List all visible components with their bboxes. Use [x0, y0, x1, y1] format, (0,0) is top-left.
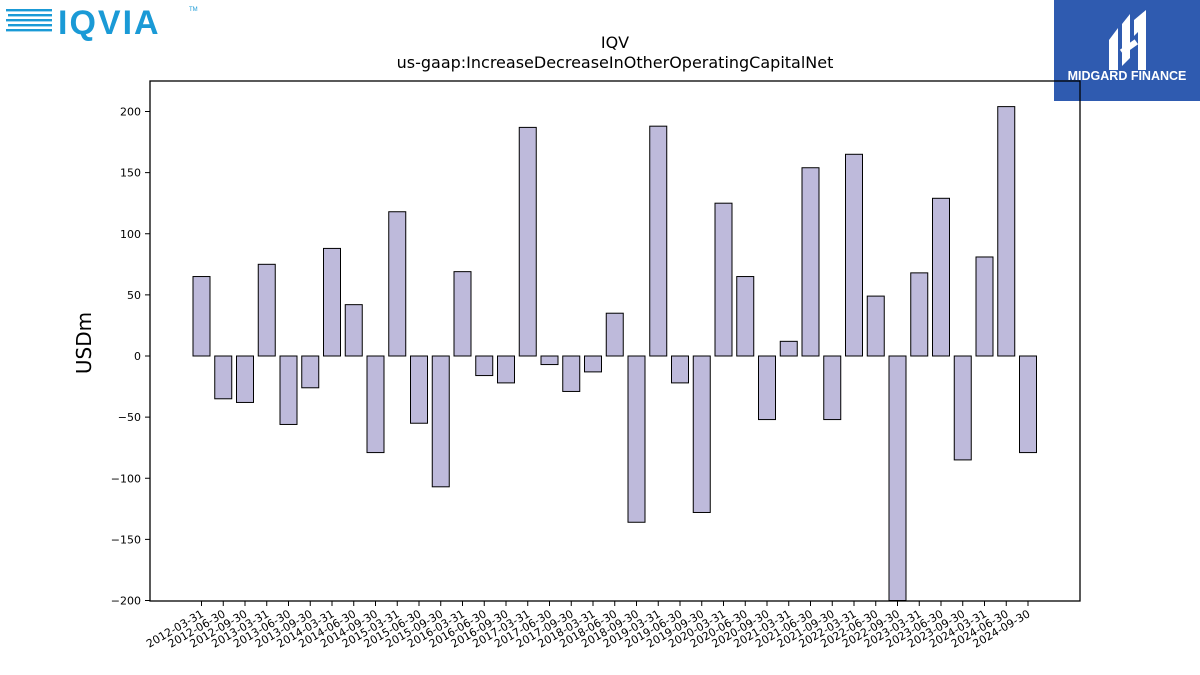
plot-frame — [149, 80, 1081, 602]
bar-2023-09-30 — [953, 355, 972, 461]
bar-2017-03-31 — [518, 126, 537, 357]
bar-2023-03-31 — [910, 272, 929, 357]
bar-2024-09-30 — [1019, 355, 1037, 454]
bar-2022-06-30 — [866, 295, 885, 357]
y-axis-label: USDm — [72, 312, 96, 374]
bar-2019-09-30 — [692, 355, 711, 513]
bar-2016-06-30 — [475, 355, 494, 377]
bar-2015-03-31 — [388, 211, 407, 357]
bar-2020-06-30 — [736, 276, 755, 357]
bar-2021-09-30 — [823, 355, 842, 421]
bar-2016-03-31 — [453, 271, 472, 357]
bar-2020-09-30 — [758, 355, 776, 421]
bar-2021-03-31 — [779, 340, 798, 357]
y-tick-label: 150 — [120, 167, 141, 180]
midgard-logo-text: MIDGARD FINANCE — [1068, 69, 1187, 83]
y-tick-label: −200 — [111, 595, 141, 608]
bar-2013-09-30 — [301, 355, 320, 389]
bar-2014-09-30 — [366, 355, 385, 454]
bar-2012-06-30 — [214, 355, 233, 400]
y-tick-label: 100 — [120, 228, 141, 241]
bar-2019-06-30 — [671, 355, 689, 384]
chart-subtitle: us-gaap:IncreaseDecreaseInOtherOperating… — [397, 53, 834, 72]
iqvia-logo-tm: TM — [189, 7, 198, 13]
bar-2017-06-30 — [540, 355, 559, 366]
bar-2022-09-30 — [888, 355, 907, 601]
y-tick-label: −100 — [111, 472, 141, 485]
bar-2022-03-31 — [845, 153, 863, 357]
bar-2015-06-30 — [410, 355, 428, 424]
bar-2018-06-30 — [605, 312, 624, 357]
bar-2023-06-30 — [932, 197, 950, 357]
y-tick-label: 200 — [120, 106, 141, 119]
bar-2018-03-31 — [584, 355, 602, 373]
bar-2013-06-30 — [279, 355, 298, 425]
bar-2021-06-30 — [801, 167, 820, 357]
iqvia-logo: IQVIA TM — [4, 2, 204, 42]
bar-2017-09-30 — [562, 355, 581, 392]
chart-title: IQV — [601, 33, 629, 52]
bar-2015-09-30 — [431, 355, 450, 488]
bar-2012-03-31 — [192, 276, 211, 357]
x-axis-ticks: 2012-03-312012-06-302012-09-302013-03-31… — [144, 601, 1033, 651]
bar-2016-09-30 — [497, 355, 515, 384]
bar-2014-03-31 — [323, 247, 341, 357]
iqvia-logo-text: IQVIA — [58, 4, 161, 42]
bar-2018-09-30 — [627, 355, 646, 523]
y-axis-ticks: −200 −150 −100 −50 0 50 100 150 200 — [111, 106, 150, 608]
midgard-finance-logo: MIDGARD FINANCE — [1054, 0, 1200, 101]
y-tick-label: −150 — [111, 533, 141, 546]
bar-2014-06-30 — [344, 304, 363, 357]
bars-group — [192, 106, 1037, 601]
bar-2019-03-31 — [649, 125, 668, 357]
y-tick-label: −50 — [118, 411, 141, 424]
bar-2020-03-31 — [714, 202, 733, 357]
midgard-mark-icon — [1109, 10, 1146, 70]
bar-2012-09-30 — [236, 355, 254, 403]
y-tick-label: 50 — [127, 289, 141, 302]
y-tick-label: 0 — [134, 350, 141, 363]
iqvia-logo-stripes — [6, 9, 52, 32]
bar-2024-03-31 — [975, 256, 994, 357]
bar-2024-06-30 — [997, 106, 1016, 357]
bar-2013-03-31 — [257, 263, 276, 357]
